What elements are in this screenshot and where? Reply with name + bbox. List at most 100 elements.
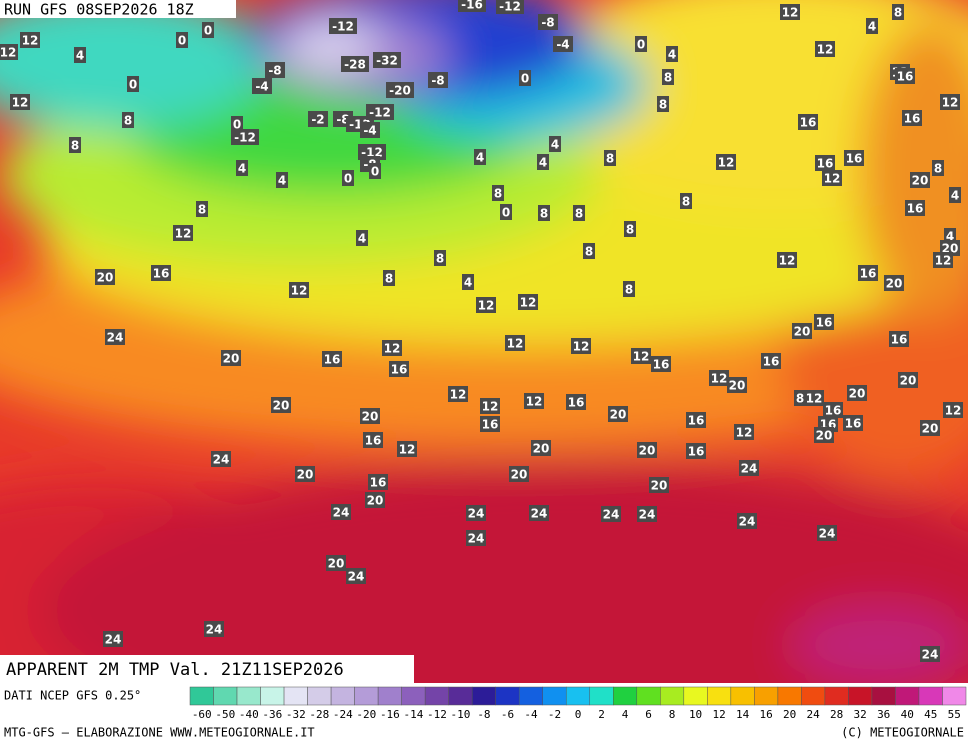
map-label: 0 [233,118,241,132]
footer-left: MTG-GFS — ELABORAZIONE WWW.METEOGIORNALE… [4,726,315,740]
colorbar-tick-label: -16 [380,708,400,721]
label-box [0,44,18,60]
map-label: 8 [71,139,79,153]
colorbar-tick-label: 40 [901,708,914,721]
colorbar-swatch [307,686,332,706]
field-title: APPARENT 2M TMP Val. 21Z11SEP2026 [6,660,344,680]
colorbar-tick-label: -28 [309,708,329,721]
label-box [105,329,125,345]
map-label: 12 [22,34,39,48]
map-label: 12 [718,156,735,170]
map-label: 20 [273,399,290,413]
map-label: 20 [610,408,627,422]
map-label: 12 [824,172,841,186]
label-box [651,356,671,372]
label-box [686,412,706,428]
label-box [331,504,351,520]
label-box [480,416,500,432]
map-label: -32 [376,54,398,68]
map-label: 16 [816,316,833,330]
map-label: 0 [637,38,645,52]
map-label: 16 [763,355,780,369]
map-label: 16 [153,267,170,281]
label-box [386,82,414,98]
map-label: -20 [389,84,411,98]
colorbar-swatch [260,686,285,706]
label-box [196,201,208,217]
colorbar-swatch [777,686,802,706]
map-label: 4 [238,162,246,176]
map-label: 0 [129,78,137,92]
label-box [127,76,139,92]
colorbar-tick-label: -20 [356,708,376,721]
label-box [737,513,757,529]
colorbar-swatch [330,686,355,706]
map-label: 4 [76,49,84,63]
colorbar-swatch [824,686,849,706]
colorbar-tick-label: -6 [501,708,514,721]
map-label: 16 [653,358,670,372]
colorbar-swatch [871,686,896,706]
colorbar-swatch [518,686,543,706]
map-label: 20 [794,325,811,339]
label-box [940,94,960,110]
label-box [637,506,657,522]
label-box [910,172,930,188]
label-box [798,114,818,130]
label-box [326,555,346,571]
label-box [397,441,417,457]
label-box [509,466,529,482]
label-box [74,47,86,63]
map-label: 8 [894,6,902,20]
map-label: 24 [819,527,836,541]
map-label: 8 [796,392,804,406]
colorbar-tick-label: 45 [924,708,937,721]
map-label: 24 [206,623,223,637]
colorbar-tick-label: 16 [759,708,772,721]
colorbar-swatch [424,686,449,706]
map-label: 20 [511,468,528,482]
colorbar-tick-label: 8 [669,708,676,721]
label-box [204,621,224,637]
label-box [895,68,915,84]
map-label: 12 [779,254,796,268]
map-label: 12 [935,254,952,268]
label-box [448,386,468,402]
map-label: 20 [367,494,384,508]
map-label: -4 [363,124,376,138]
label-box [902,110,922,126]
map-label: 8 [606,152,614,166]
map-label: 8 [625,283,633,297]
map-label: 4 [464,276,472,290]
label-box [383,270,395,286]
map-label: 4 [868,20,876,34]
label-box [151,265,171,281]
map-label: 24 [107,331,124,345]
colorbar-swatch [401,686,426,706]
colorbar-swatch [801,686,826,706]
map-label: 4 [946,230,954,244]
label-box [662,69,674,85]
colorbar-swatch [942,686,967,706]
label-box [531,440,551,456]
map-label: -12 [332,20,354,34]
label-box [462,274,474,290]
label-box [608,406,628,422]
label-box [529,505,549,521]
colorbar-tick-label: 20 [783,708,796,721]
map-label: 8 [682,195,690,209]
map-label: 4 [476,151,484,165]
label-box [716,154,736,170]
label-box [496,0,524,14]
map-label: 12 [291,284,308,298]
map-label: 16 [904,112,921,126]
label-box [780,4,800,20]
label-box [553,36,573,52]
map-label: -8 [431,74,444,88]
map-label: -12 [234,131,256,145]
colorbar-swatch [683,686,708,706]
map-label: 8 [664,71,672,85]
colorbar-tick-label: 32 [854,708,867,721]
